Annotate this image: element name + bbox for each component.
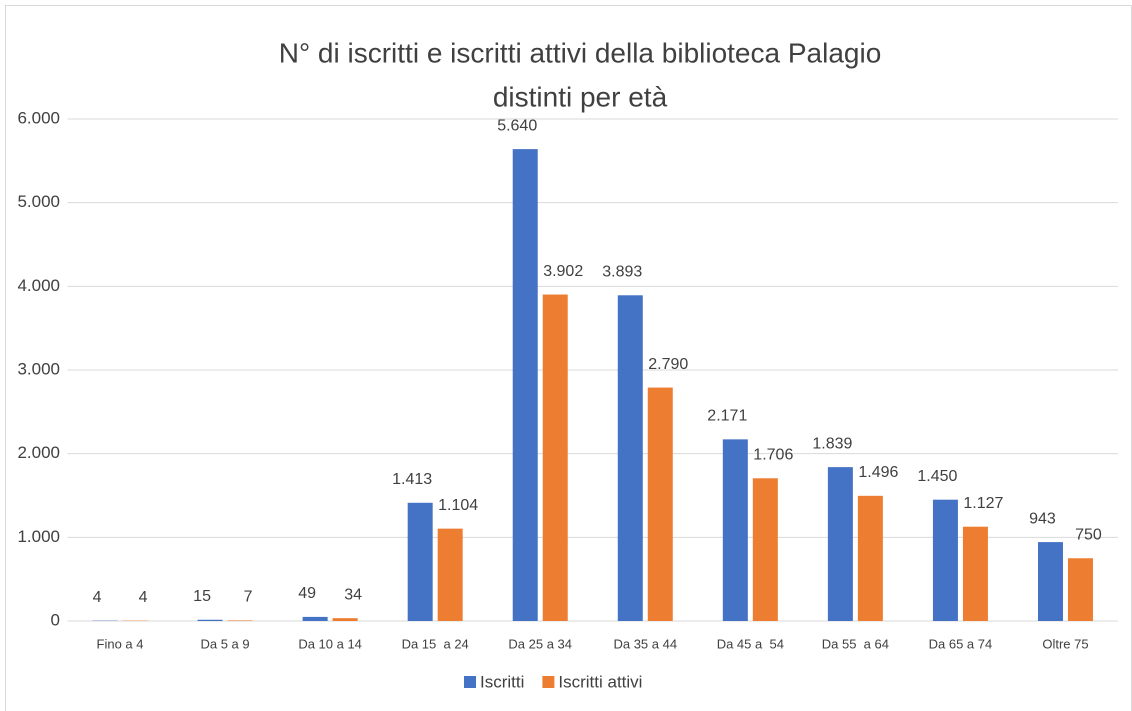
y-tick-label: 2.000 xyxy=(17,443,60,462)
data-label: 1.127 xyxy=(963,495,1003,512)
bar xyxy=(437,528,463,621)
x-tick-label: Da 55 a 64 xyxy=(822,636,889,651)
data-label: 7 xyxy=(244,589,253,606)
data-label: 1.496 xyxy=(858,464,898,481)
bar xyxy=(302,616,328,621)
data-label: 49 xyxy=(298,585,316,602)
data-label: 4 xyxy=(139,589,148,606)
y-tick-label: 4.000 xyxy=(17,276,60,295)
bar xyxy=(857,495,883,621)
data-label: 4 xyxy=(93,589,102,606)
x-tick-label: Fino a 4 xyxy=(97,636,144,651)
x-tick-label: Da 10 a 14 xyxy=(298,636,362,651)
x-tick-label: Da 45 a 54 xyxy=(717,636,784,651)
chart-title: N° di iscritti e iscritti attivi della b… xyxy=(279,37,882,68)
data-label: 2.171 xyxy=(707,408,747,425)
chart-title: distinti per età xyxy=(493,81,668,112)
data-label: 5.640 xyxy=(497,117,537,134)
x-tick-label: Da 25 a 34 xyxy=(508,636,572,651)
bar xyxy=(647,387,673,621)
y-tick-label: 1.000 xyxy=(17,527,60,546)
bar xyxy=(542,294,568,621)
x-tick-label: Da 5 a 9 xyxy=(200,636,249,651)
y-tick-label: 3.000 xyxy=(17,359,60,378)
bar xyxy=(407,502,433,621)
bar xyxy=(962,526,988,621)
x-tick-label: Da 65 a 74 xyxy=(929,636,993,651)
data-label: 1.839 xyxy=(812,435,852,452)
data-label: 15 xyxy=(193,588,211,605)
data-label: 1.450 xyxy=(917,468,957,485)
bar xyxy=(332,618,358,621)
x-tick-label: Da 35 a 44 xyxy=(613,636,677,651)
y-tick-label: 0 xyxy=(51,610,60,629)
bar xyxy=(932,499,958,621)
data-label: 34 xyxy=(344,586,362,603)
data-label: 1.413 xyxy=(392,471,432,488)
data-label: 3.902 xyxy=(543,263,583,280)
bar xyxy=(1037,542,1063,621)
y-tick-label: 5.000 xyxy=(17,192,60,211)
data-label: 3.893 xyxy=(602,264,642,281)
y-tick-label: 6.000 xyxy=(17,108,60,127)
legend-swatch xyxy=(542,676,555,688)
legend-label: Iscritti attivi xyxy=(558,672,642,691)
x-tick-label: Oltre 75 xyxy=(1042,636,1088,651)
data-label: 1.706 xyxy=(753,446,793,463)
legend-label: Iscritti xyxy=(480,672,524,691)
data-label: 750 xyxy=(1075,526,1102,543)
data-label: 1.104 xyxy=(438,497,478,514)
bar xyxy=(227,620,253,621)
bar xyxy=(617,295,643,621)
data-label: 943 xyxy=(1029,510,1056,527)
bar xyxy=(722,439,748,621)
x-tick-label: Da 15 a 24 xyxy=(402,636,469,651)
bar xyxy=(512,149,538,621)
bar xyxy=(827,467,853,621)
bar xyxy=(752,478,778,621)
bar xyxy=(1067,558,1093,621)
data-label: 2.790 xyxy=(648,356,688,373)
legend-swatch xyxy=(464,676,476,688)
bar xyxy=(197,619,223,621)
